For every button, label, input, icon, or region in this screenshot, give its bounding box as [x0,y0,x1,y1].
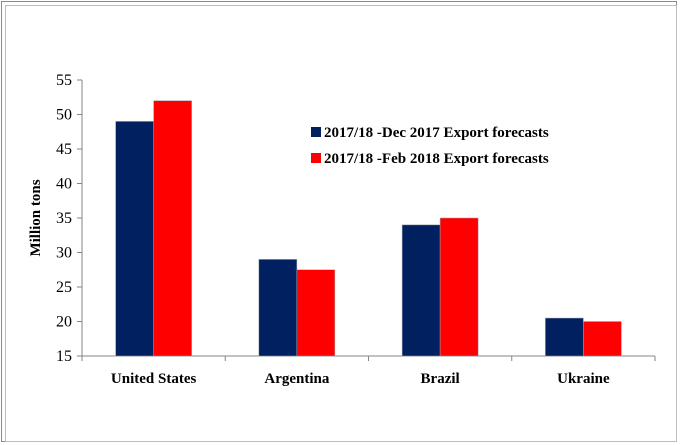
bar-feb-2018 [296,269,336,357]
bar-feb-2018 [439,217,479,357]
y-tick-label: 25 [56,279,72,296]
x-tick-label: Ukraine [557,371,610,387]
bar-dec-2017 [115,121,154,357]
y-axis-label: Million tons [28,179,44,256]
legend-label: 2017/18 -Dec 2017 Export forecasts [324,125,549,141]
y-tick-label: 15 [56,348,72,365]
y-tick-label: 35 [56,210,72,227]
legend: 2017/18 -Dec 2017 Export forecasts 2017/1… [311,125,549,167]
chart-frame-inner [5,5,677,442]
y-tick-label: 40 [56,176,72,193]
bar-dec-2017 [258,259,298,357]
legend-swatch [311,153,321,163]
x-tick-label: Brazil [421,371,460,387]
x-tick-label: United States [111,371,197,387]
y-tick-label: 20 [56,314,72,331]
y-tick-label: 50 [56,107,72,124]
bar-dec-2017 [545,317,584,357]
bars [115,100,622,357]
y-tick-label: 45 [56,141,72,158]
legend-swatch [311,127,321,137]
x-tick-label: Argentina [264,371,329,387]
y-tick-label: 30 [56,245,72,262]
bar-dec-2017 [401,224,441,357]
y-tick-label: 55 [56,72,72,89]
bar-feb-2018 [583,321,622,357]
bar-feb-2018 [153,100,192,357]
legend-label: 2017/18 -Feb 2018 Export forecasts [324,151,549,167]
